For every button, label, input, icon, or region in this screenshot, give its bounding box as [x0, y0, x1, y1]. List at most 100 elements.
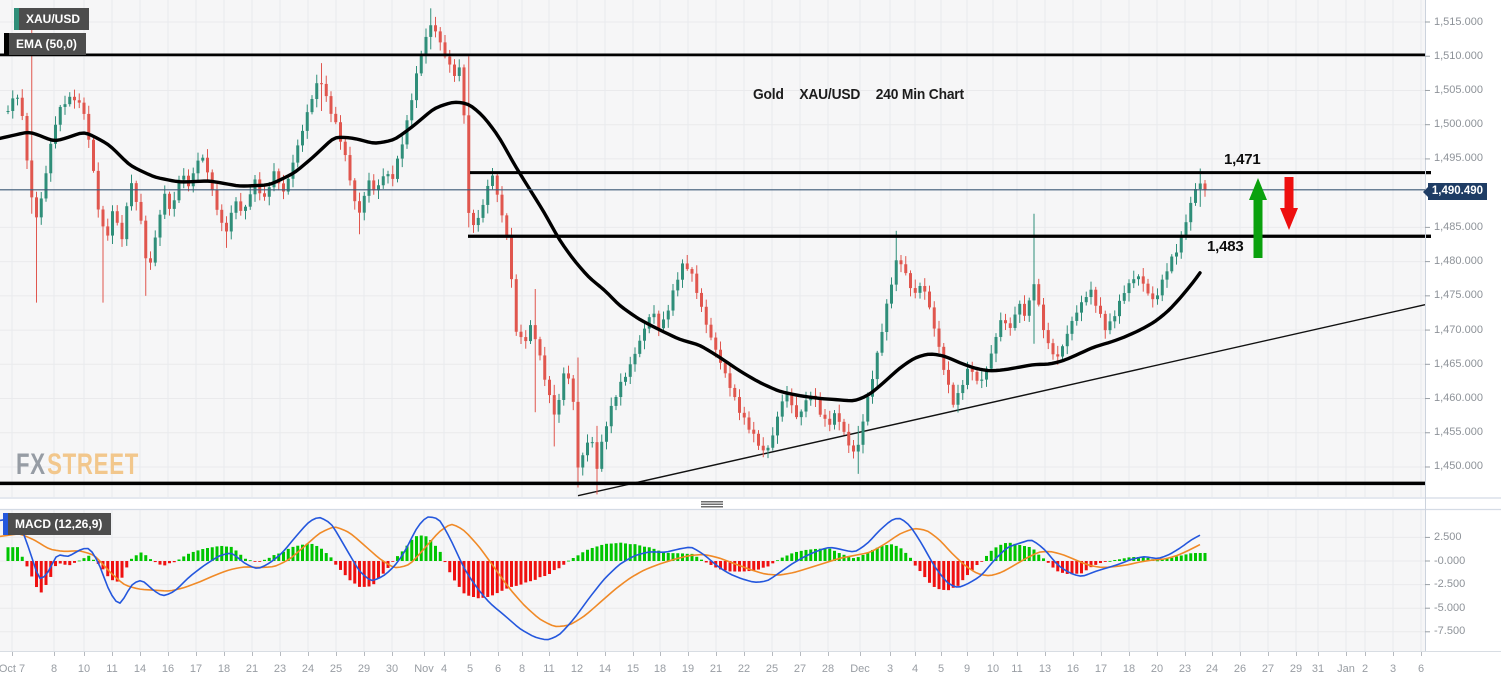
chart-title-symbol: XAU/USD	[799, 86, 861, 103]
date-tick-label: 4	[440, 663, 448, 675]
date-tick-label: 14	[133, 663, 147, 675]
macd-panel[interactable]	[0, 510, 1425, 651]
date-tick-label: 29	[357, 663, 371, 675]
date-tick-label: 22	[737, 663, 751, 675]
macd-main-line[interactable]	[0, 516, 1201, 641]
price-tick-label: 1,495.000	[1434, 152, 1483, 165]
date-tick-label: 3	[886, 663, 894, 675]
up-arrow-annotation[interactable]	[1249, 178, 1267, 258]
date-tick-label: 16	[1066, 663, 1080, 675]
date-tick-label: 8	[50, 663, 58, 675]
price-tick-label: 1,450.000	[1434, 460, 1483, 473]
current-price-value: 1,490.490	[1431, 185, 1484, 197]
watermark-fx: FX	[16, 447, 46, 481]
axis-ticks	[12, 21, 1430, 656]
date-tick-label: 21	[245, 663, 259, 675]
macd-color-swatch	[3, 513, 8, 535]
symbol-color-swatch	[14, 8, 19, 30]
date-tick-label: 18	[217, 663, 231, 675]
macd-tick-label: 2.500	[1434, 530, 1462, 543]
date-tick-label: 24	[301, 663, 315, 675]
date-tick-label: 6	[494, 663, 502, 675]
date-tick-label: 24	[1205, 663, 1219, 675]
date-tick-label: 5	[937, 663, 945, 675]
macd-indicator-label: MACD (12,26,9)	[8, 513, 112, 535]
macd-indicator-label-box[interactable]: MACD (12,26,9)	[3, 513, 112, 535]
support-level-label: 1,483	[1207, 238, 1244, 255]
ema-indicator-label: EMA (50,0)	[9, 33, 86, 55]
date-tick-label: 11	[543, 663, 555, 675]
date-tick-label: 29	[1289, 663, 1303, 675]
date-tick-label: 27	[793, 663, 807, 675]
date-tick-label: 25	[765, 663, 779, 675]
date-tick-label: 10	[77, 663, 91, 675]
date-tick-label: 30	[385, 663, 399, 675]
macd-signal-line[interactable]	[0, 523, 1201, 628]
macd-histogram	[6, 535, 1207, 599]
date-tick-label: Jan	[1337, 663, 1355, 675]
date-tick-label: 27	[1261, 663, 1275, 675]
macd-tick-label: -2.500	[1434, 578, 1466, 591]
symbol-label-box[interactable]: XAU/USD	[14, 8, 90, 30]
date-tick-label: 9	[963, 663, 971, 675]
date-tick-label: 25	[329, 663, 343, 675]
date-tick-label: Nov	[414, 663, 434, 675]
current-price-badge: 1,490.490	[1423, 183, 1487, 200]
macd-tick-label: -5.000	[1434, 601, 1466, 614]
chart-title-timeframe: 240 Min Chart	[875, 86, 964, 103]
symbol-label: XAU/USD	[19, 8, 90, 30]
date-tick-label: 5	[466, 663, 474, 675]
fxstreet-watermark: FX STREET	[16, 447, 139, 481]
panel-resize-handle[interactable]	[701, 500, 723, 509]
down-arrow-annotation[interactable]	[1280, 177, 1298, 230]
date-tick-label: Dec	[850, 663, 870, 675]
chart-title: Gold XAU/USD 240 Min Chart	[753, 86, 964, 103]
price-tick-label: 1,480.000	[1434, 255, 1483, 268]
date-tick-label: 31	[1311, 663, 1325, 675]
date-tick-label: 12	[570, 663, 584, 675]
resistance-level-label: 1,471	[1224, 151, 1261, 168]
panel-divider[interactable]	[0, 498, 1501, 509]
date-tick-label: 10	[986, 663, 1000, 675]
price-tick-label: 1,505.000	[1434, 83, 1483, 96]
main-chart-area[interactable]	[0, 0, 1425, 497]
price-tick-label: 1,475.000	[1434, 289, 1483, 302]
date-tick-label: 18	[1122, 663, 1136, 675]
ema-color-swatch	[4, 33, 9, 55]
date-tick-label: 23	[1178, 663, 1192, 675]
resistance-axis-tick	[1425, 171, 1431, 175]
price-tick-label: 1,460.000	[1434, 392, 1483, 405]
chart-title-instrument: Gold	[753, 86, 784, 103]
date-tick-label: 17	[189, 663, 203, 675]
date-tick-label: 8	[518, 663, 526, 675]
date-tick-label: 19	[681, 663, 695, 675]
price-tick-label: 1,465.000	[1434, 357, 1483, 370]
date-tick-label: 17	[1094, 663, 1108, 675]
date-tick-label: 16	[161, 663, 175, 675]
date-tick-label: Oct 7	[0, 663, 26, 675]
price-tick-label: 1,470.000	[1434, 323, 1483, 336]
date-tick-label: 6	[1417, 663, 1425, 675]
support-axis-tick	[1425, 234, 1431, 238]
date-tick-label: 4	[911, 663, 919, 675]
ema-line[interactable]	[0, 100, 1202, 403]
date-tick-label: 20	[1150, 663, 1164, 675]
gridlines	[0, 0, 1425, 651]
date-tick-label: 28	[821, 663, 835, 675]
price-tick-label: 1,500.000	[1434, 118, 1483, 131]
date-tick-label: 2	[1361, 663, 1369, 675]
date-tick-label: 26	[1233, 663, 1247, 675]
watermark-street: STREET	[47, 447, 139, 481]
macd-tick-label: -0.000	[1434, 554, 1466, 567]
price-badge-arrow	[1423, 186, 1428, 197]
price-tick-label: 1,485.000	[1434, 220, 1483, 233]
date-tick-label: 15	[626, 663, 640, 675]
price-tick-label: 1,510.000	[1434, 49, 1483, 62]
date-tick-label: 18	[653, 663, 667, 675]
date-tick-label: 23	[273, 663, 287, 675]
ascending-trendline[interactable]	[577, 304, 1426, 497]
date-tick-label: 14	[598, 663, 612, 675]
ema-indicator-label-box[interactable]: EMA (50,0)	[4, 33, 86, 55]
